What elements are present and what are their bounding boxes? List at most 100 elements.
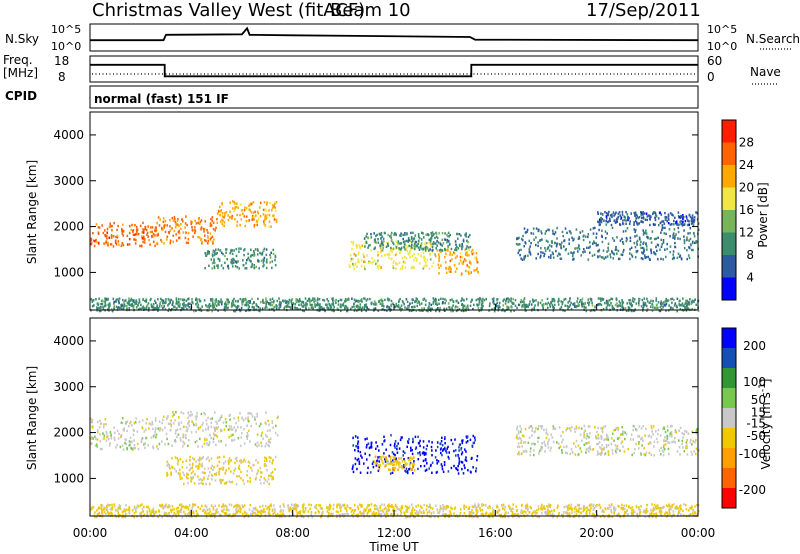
scatter-cell-band-2 — [225, 469, 227, 472]
scatter-cell-band-9 — [367, 308, 370, 311]
scatter-cell-band-9 — [659, 309, 662, 312]
scatter-cell-band-4 — [386, 459, 389, 462]
scatter-cell-band-6 — [422, 247, 425, 250]
scatter-cell-band-8 — [667, 218, 670, 221]
scatter-cell-band-0 — [148, 427, 150, 430]
scatter-cell-band-5 — [453, 264, 456, 267]
scatter-cell-band-2 — [228, 460, 230, 464]
scatter-cell-band-4 — [380, 458, 383, 461]
scatter-cell-band-4 — [371, 256, 373, 260]
scatter-cell-band-5 — [527, 441, 530, 444]
scatter-cell-band-2 — [244, 206, 246, 209]
scatter-cell-band-9 — [138, 298, 141, 301]
scatter-cell-band-8 — [642, 216, 645, 219]
scatter-cell-band-6 — [370, 233, 372, 236]
scatter-cell-band-9 — [98, 309, 101, 313]
scatter-cell-band-9 — [145, 307, 148, 310]
scatter-cell-band-7 — [526, 230, 528, 233]
scatter-cell-band-6 — [415, 505, 417, 508]
scatter-cell-band-4 — [411, 254, 414, 258]
scatter-cell-band-9 — [553, 297, 555, 301]
scatter-cell-band-1 — [200, 226, 203, 229]
scatter-cell-band-6 — [417, 242, 420, 246]
scatter-cell-band-6 — [103, 510, 106, 514]
scatter-cell-band-8 — [636, 215, 639, 218]
scatter-cell-band-8 — [664, 217, 667, 221]
scatter-cell-band-3 — [217, 266, 219, 270]
scatter-cell-band-9 — [514, 299, 517, 302]
scatter-cell-band-9 — [441, 302, 444, 305]
scatter-cell-band-4 — [384, 456, 387, 459]
scatter-cell-band-7 — [518, 249, 520, 252]
scatter-cell-band-2 — [274, 455, 277, 459]
scatter-cell-band-1 — [237, 416, 240, 419]
scatter-cell-band-7 — [520, 257, 522, 260]
scatter-cell-band-5 — [438, 266, 440, 269]
scatter-cell-band-9 — [651, 302, 653, 306]
scatter-cell-band-2 — [221, 222, 224, 225]
scatter-cell-band-9 — [597, 297, 600, 300]
scatter-cell-band-6 — [586, 510, 588, 513]
scatter-cell-band-7 — [640, 257, 643, 260]
scatter-cell-band-6 — [204, 511, 206, 515]
scatter-cell-band-3 — [390, 434, 392, 437]
scatter-cell-band-9 — [537, 301, 539, 304]
scatter-cell-band-9 — [224, 306, 227, 309]
scatter-cell-band-1 — [162, 228, 164, 231]
scatter-cell-band-2 — [213, 473, 216, 476]
scatter-cell-band-9 — [564, 297, 567, 301]
scatter-cell-band-4 — [413, 266, 416, 269]
scatter-cell-band-6 — [255, 513, 257, 516]
scatter-cell-band-0 — [110, 437, 113, 440]
scatter-cell-band-1 — [233, 417, 235, 420]
scatter-cell-band-7 — [645, 232, 648, 235]
scatter-cell-band-5 — [619, 449, 621, 452]
scatter-cell-band-9 — [165, 300, 167, 304]
scatter-cell-band-7 — [636, 243, 638, 246]
scatter-cell-band-2 — [234, 207, 237, 210]
scatter-cell-band-2 — [230, 470, 232, 473]
scatter-cell-band-1 — [171, 415, 174, 418]
scatter-cell-band-3 — [260, 253, 263, 256]
scatter-cell-band-2 — [259, 215, 262, 218]
scatter-cell-band-1 — [185, 429, 188, 432]
scatter-cell-band-2 — [247, 480, 249, 483]
scatter-cell-band-7 — [516, 237, 518, 241]
nsky-panel-frame — [89, 23, 699, 52]
scatter-cell-band-0 — [105, 423, 107, 426]
scatter-cell-band-3 — [363, 462, 365, 465]
scatter-cell-band-2 — [189, 467, 192, 470]
scatter-cell-band-8 — [633, 211, 636, 215]
scatter-cell-band-2 — [222, 468, 224, 471]
scatter-cell-band-9 — [112, 297, 115, 301]
scatter-cell-band-1 — [180, 421, 183, 424]
scatter-cell-band-8 — [690, 222, 693, 225]
scatter-cell-band-6 — [420, 244, 422, 248]
scatter-cell-band-9 — [417, 300, 420, 303]
scatter-cell-band-0 — [149, 230, 152, 234]
scatter-cell-band-7 — [537, 244, 539, 248]
scatter-cell-band-6 — [327, 515, 329, 519]
scatter-cell-band-9 — [171, 303, 174, 306]
scatter-cell-band-2 — [190, 472, 193, 475]
scatter-cell-band-2 — [233, 200, 236, 204]
scatter-cell-band-1 — [209, 238, 212, 241]
scatter-cell-band-9 — [262, 301, 265, 304]
scatter-cell-band-5 — [573, 442, 575, 445]
scatter-cell-band-6 — [392, 241, 394, 244]
colorbar-segment — [722, 142, 736, 165]
scatter-cell-band-4 — [395, 252, 398, 255]
scatter-cell-band-7 — [601, 256, 604, 259]
scatter-cell-band-1 — [202, 429, 204, 432]
scatter-cell-band-2 — [272, 459, 274, 462]
scatter-cell-band-0 — [142, 231, 145, 234]
scatter-cell-band-9 — [660, 304, 663, 307]
scatter-cell-band-5 — [601, 451, 603, 454]
scatter-cell-band-5 — [603, 438, 605, 442]
scatter-cell-band-6 — [111, 506, 114, 509]
scatter-cell-band-8 — [669, 212, 672, 215]
scatter-cell-band-3 — [272, 252, 275, 255]
scatter-cell-band-4 — [409, 250, 411, 254]
scatter-cell-band-2 — [264, 462, 266, 466]
scatter-cell-band-9 — [172, 308, 174, 311]
